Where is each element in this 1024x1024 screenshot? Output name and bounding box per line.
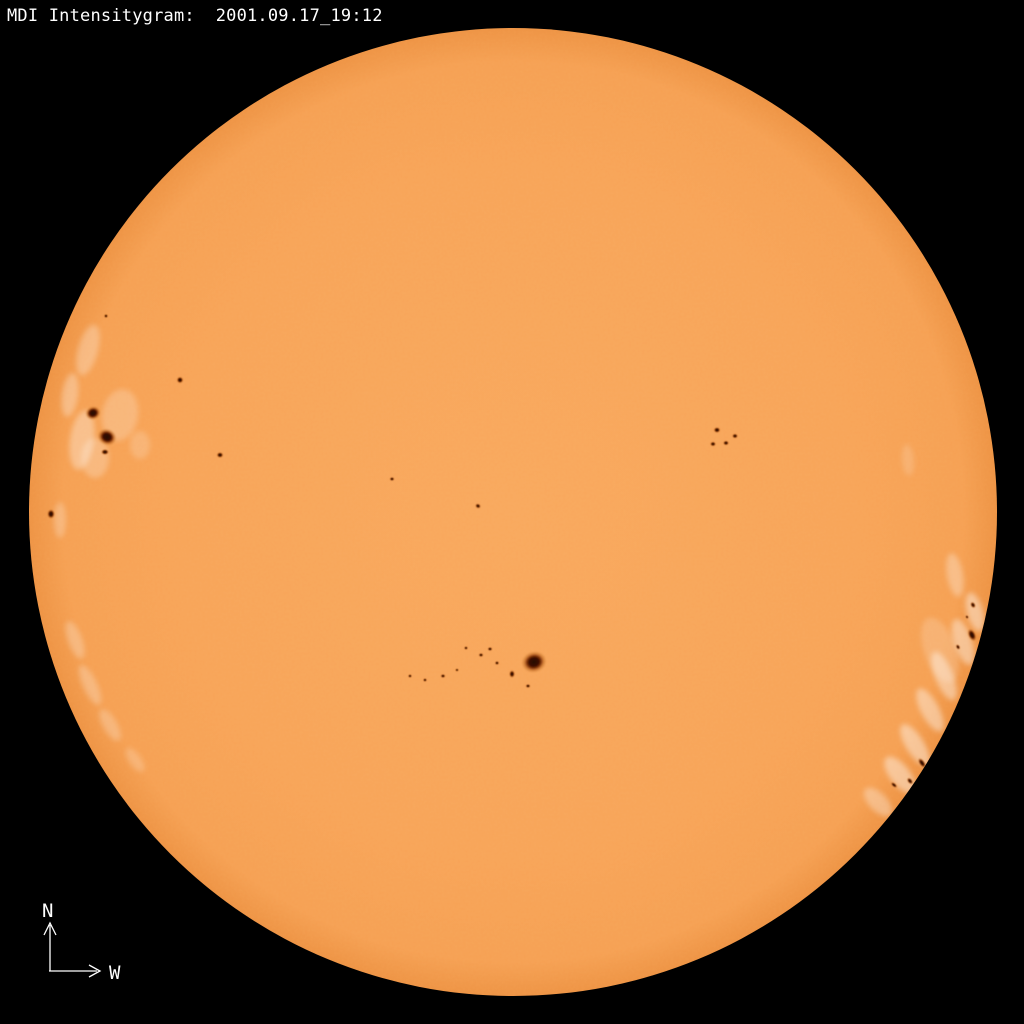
sunspot [906, 777, 914, 785]
sunspot [464, 646, 468, 650]
facula-patch [946, 553, 964, 597]
facula-patch [54, 502, 66, 538]
sunspot [475, 503, 481, 509]
sunspot [494, 661, 500, 665]
sunspot [408, 674, 412, 678]
facula-patch [916, 688, 944, 732]
sunspot [176, 376, 184, 384]
sunspot [389, 477, 395, 481]
facula-patch [965, 592, 985, 632]
facula-patch [920, 617, 960, 683]
compass-north-label: N [42, 900, 53, 922]
sunspot [732, 433, 738, 439]
sunspot [955, 644, 961, 650]
faculae-layer [54, 324, 985, 817]
sunspot [970, 601, 976, 609]
compass-west-label: W [109, 962, 121, 984]
sunspot [713, 427, 721, 433]
facula-patch [900, 724, 930, 766]
facula-patch [130, 431, 150, 459]
compass-north-arrowhead-icon [43, 921, 57, 936]
sunspot [890, 782, 898, 788]
compass-indicator: N W [42, 900, 121, 984]
sunspot [509, 670, 515, 678]
sunspot [104, 314, 108, 318]
facula-patch [901, 444, 915, 476]
sunspot [723, 440, 729, 446]
sunspot [47, 509, 55, 519]
facula-patch [76, 324, 100, 376]
sunspot [521, 650, 547, 674]
facula-patch [61, 373, 79, 417]
compass-west-arrowhead-icon [88, 964, 102, 978]
sunspot [455, 668, 459, 672]
sunspot [710, 441, 716, 447]
sunspot [478, 653, 484, 657]
facula-patch [65, 621, 85, 659]
sunspot [97, 428, 117, 446]
sunspot [101, 449, 109, 455]
image-title: MDI Intensitygram: 2001.09.17_19:12 [7, 6, 383, 26]
sunspot [440, 674, 446, 678]
sunspot [423, 678, 427, 682]
facula-patch [78, 664, 102, 706]
sunspot [965, 615, 969, 619]
facula-patch [951, 619, 975, 665]
facula-patch [99, 709, 121, 741]
facula-patch [884, 756, 916, 794]
facula-patch [125, 748, 145, 772]
facula-patch [81, 438, 109, 478]
facula-patch [101, 389, 139, 441]
sunspot [216, 452, 224, 458]
sunspot [85, 405, 101, 421]
sunspot [525, 684, 531, 688]
sunspot [487, 647, 493, 651]
sunspots-layer [47, 314, 977, 788]
sunspot [967, 628, 977, 642]
facula-patch [863, 787, 893, 817]
sunspot [917, 757, 927, 769]
